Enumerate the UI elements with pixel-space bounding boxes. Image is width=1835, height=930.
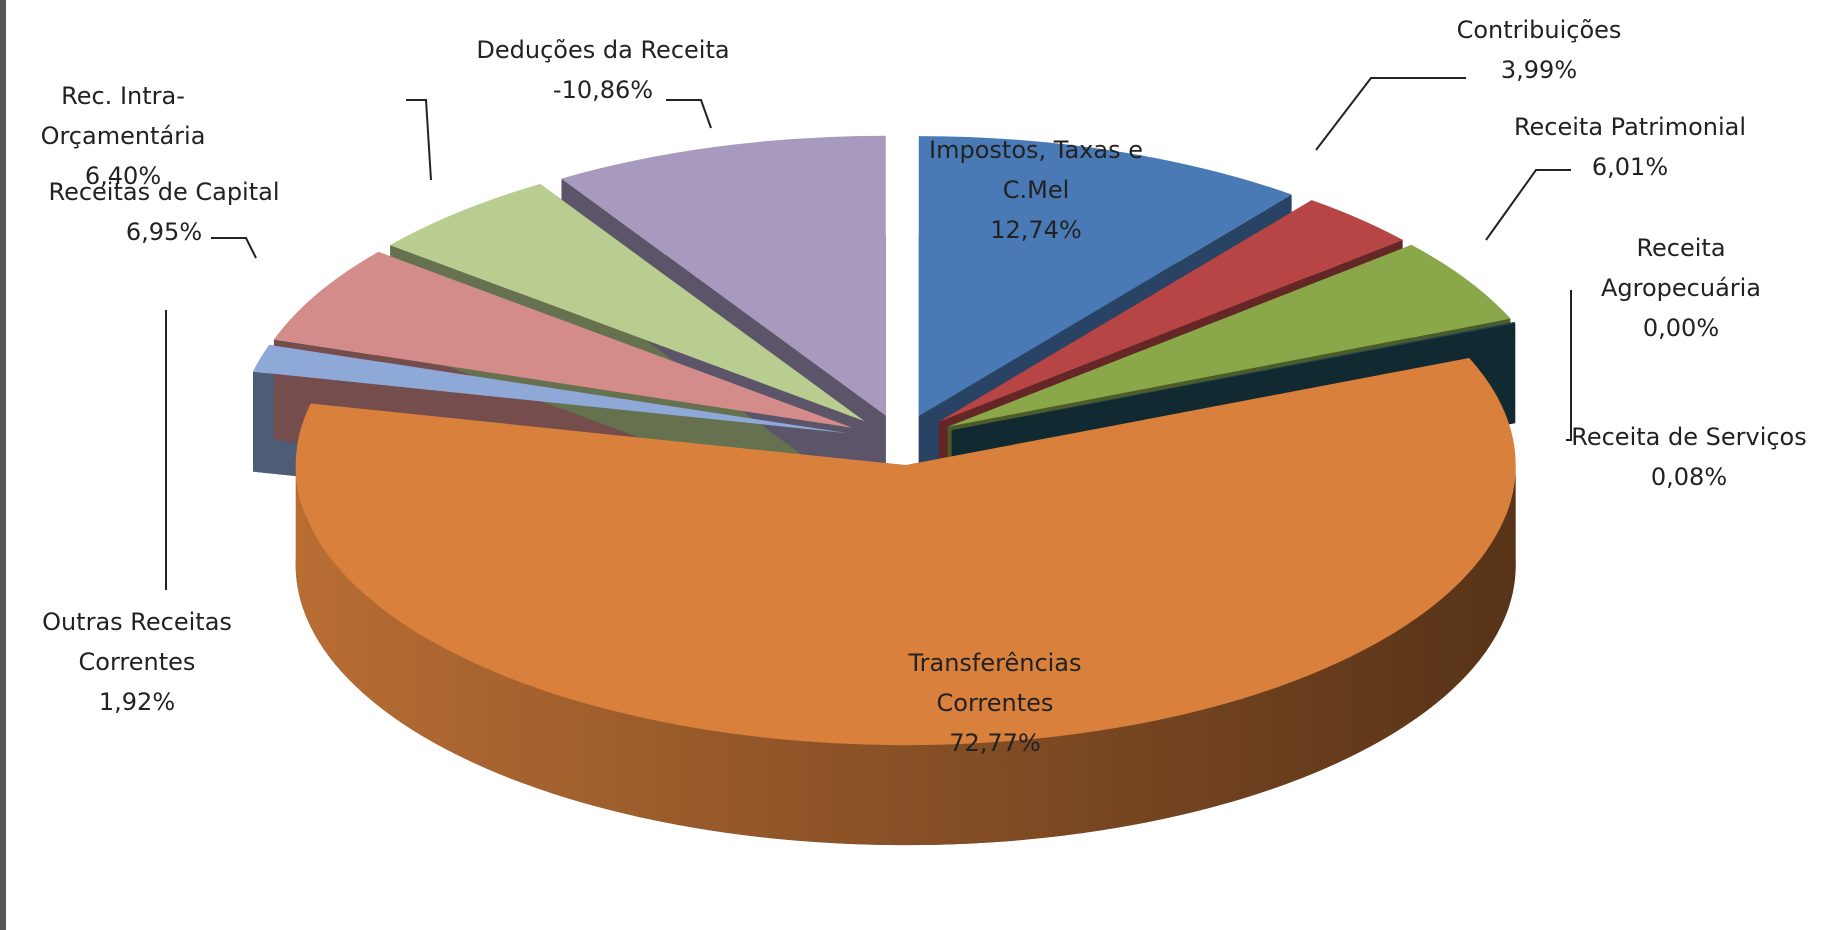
slice-value: 0,00% xyxy=(1642,314,1720,342)
slice-label: Contribuições 3,99% xyxy=(1339,10,1739,90)
slice xyxy=(252,344,849,434)
slice xyxy=(918,136,1292,417)
leader-line xyxy=(1566,290,1572,441)
slice-label: Receitas de Capital 6,95% xyxy=(6,172,364,252)
slice-value: 6,95% xyxy=(125,218,203,246)
slice-label: Receita Agropecuária 0,00% xyxy=(1571,228,1791,348)
slice-value: 3,99% xyxy=(1500,56,1578,84)
slice-value: 72,77% xyxy=(949,729,1041,757)
slice-name: Receita Patrimonial xyxy=(1513,113,1747,141)
leader-line xyxy=(1485,169,1571,241)
slice xyxy=(273,251,853,428)
leader-line xyxy=(211,237,257,259)
slice-name: Receitas de Capital xyxy=(48,178,280,206)
slice-name: Rec. Intra-Orçamentária xyxy=(40,82,206,150)
slice xyxy=(951,322,1516,431)
slice-value: 6,40% xyxy=(84,162,162,190)
slice-label: Receita Patrimonial 6,01% xyxy=(1430,107,1830,187)
pie-canvas xyxy=(165,77,1572,846)
slice-name: Receita de Serviços xyxy=(1571,423,1807,451)
slice-value: 0,08% xyxy=(1650,463,1728,491)
slice-name: Receita Agropecuária xyxy=(1600,234,1762,302)
slice-label: Receita de Serviços 0,08% xyxy=(1489,417,1835,497)
slice-value: 12,74% xyxy=(990,216,1082,244)
slice-label: Impostos, Taxas e C.Mel 12,74% xyxy=(926,130,1146,250)
slice xyxy=(947,244,1511,427)
slice-name: Contribuições xyxy=(1456,16,1622,44)
slice-name: Deduções da Receita xyxy=(476,36,730,64)
slice-name: Impostos, Taxas e C.Mel xyxy=(929,136,1143,204)
slice-label: Transferências Correntes 72,77% xyxy=(875,643,1115,763)
leader-line xyxy=(1315,77,1466,151)
leader-line xyxy=(666,99,712,129)
slice xyxy=(561,135,886,416)
slice xyxy=(938,200,1403,422)
leader-line xyxy=(406,99,432,181)
slice-wall xyxy=(295,465,1516,846)
slice xyxy=(951,321,1515,431)
slice-name: Outras Receitas Correntes xyxy=(42,608,232,676)
slice xyxy=(295,357,1516,746)
slice-value: 1,92% xyxy=(98,688,176,716)
slice-label: Outras Receitas Correntes 1,92% xyxy=(17,602,257,722)
slice xyxy=(390,183,865,422)
slice-label: Rec. Intra-Orçamentária 6,40% xyxy=(6,76,243,196)
slice-value: -10,86% xyxy=(552,76,654,104)
slice-value: 6,01% xyxy=(1591,153,1669,181)
slice-label: Deduções da Receita -10,86% xyxy=(403,30,803,110)
slice-name: Transferências Correntes xyxy=(908,649,1082,717)
